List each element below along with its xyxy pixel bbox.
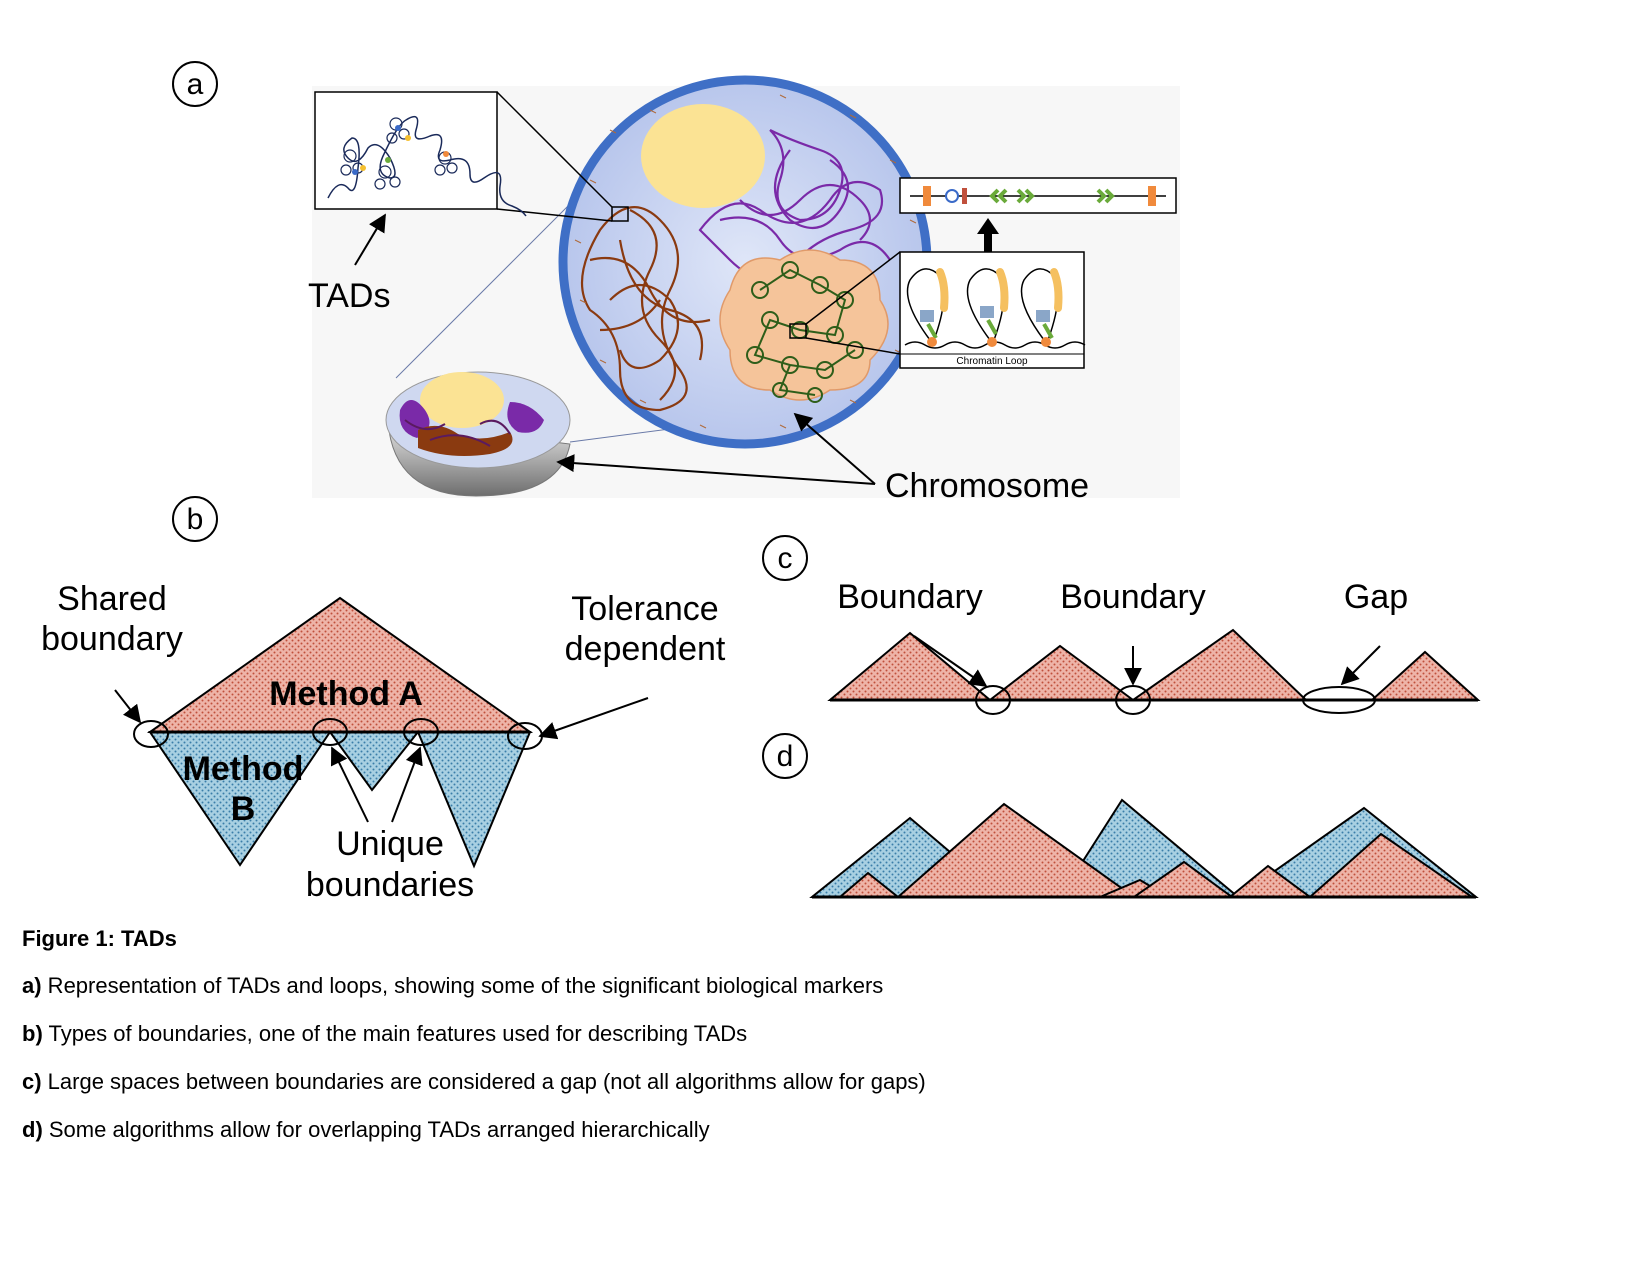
loop-zoom-box (789, 323, 807, 339)
tads-label: TADs (308, 277, 390, 315)
up-arrow (977, 218, 999, 252)
tad-zoom-box (611, 206, 629, 222)
caption-item-c-text: Large spaces between boundaries are cons… (41, 1069, 926, 1094)
panel-c-letter: c (778, 542, 793, 575)
chromatin-loop-label: Chromatin Loop (956, 356, 1028, 367)
shared-boundary-label-line2: boundary (41, 620, 183, 658)
caption-item-b-letter: b) (22, 1021, 43, 1046)
panel-c-tad-3 (1129, 628, 1309, 701)
panel-c-boundary-marker-1 (975, 685, 1011, 715)
tolerance-dependent-label-line2: dependent (565, 630, 726, 668)
caption-item-a: a) Representation of TADs and loops, sho… (22, 973, 883, 999)
caption-item-a-text: Representation of TADs and loops, showin… (41, 973, 884, 998)
panel-c-boundary-marker-2 (1115, 685, 1151, 715)
shared-boundary-label-line1: Shared (57, 580, 167, 618)
tads-arrow (354, 213, 386, 266)
tads-inset (314, 91, 613, 222)
panel-d-letter-badge: d (762, 733, 808, 779)
nucleus (558, 75, 932, 449)
membrane-flecks (574, 94, 922, 429)
caption-item-d-text: Some algorithms allow for overlapping TA… (42, 1117, 710, 1142)
panel-d: d (762, 733, 1479, 899)
method-b-label-line2: B (231, 790, 256, 828)
panel-c: c Boundary Boundary Gap (762, 535, 1481, 715)
chromatin-loop-inset: Chromatin Loop (805, 251, 1086, 369)
unique-arrow-2 (391, 746, 423, 823)
linear-marker-strip (899, 177, 1177, 214)
green-chromatin-territory (719, 249, 889, 403)
brown-chromatin-territory (580, 206, 711, 412)
gap-label: Gap (1344, 578, 1408, 616)
unique-boundaries-label-line1: Unique (336, 825, 444, 863)
panel-c-gap-marker (1302, 686, 1376, 714)
tolerance-dependent-label-line1: Tolerance (571, 590, 718, 628)
caption-item-d: d) Some algorithms allow for overlapping… (22, 1117, 710, 1143)
panel-c-tad-2 (987, 644, 1137, 701)
caption-item-c: c) Large spaces between boundaries are c… (22, 1069, 926, 1095)
panel-c-tad-4 (1369, 650, 1481, 701)
caption-item-b-text: Types of boundaries, one of the main fea… (42, 1021, 748, 1046)
method-b-label-line1: Method (183, 750, 304, 788)
panel-a-letter: a (187, 68, 204, 101)
panel-a: a (172, 61, 1180, 505)
method-a-label: Method A (269, 675, 423, 713)
panel-b-letter: b (187, 503, 204, 536)
panel-c-gap-arrow (1340, 645, 1381, 686)
cell-illustration (385, 371, 571, 497)
shared-boundary-marker (133, 720, 169, 748)
boundary-label-1: Boundary (837, 578, 983, 616)
panel-d-letter: d (777, 740, 794, 773)
tolerance-arrow (538, 697, 649, 740)
panel-a-letter-badge: a (172, 61, 218, 107)
caption-item-d-letter: d) (22, 1117, 43, 1142)
figure-caption-title: Figure 1: TADs (22, 926, 177, 951)
panel-b-letter-badge: b (172, 496, 218, 542)
panel-c-letter-badge: c (762, 535, 808, 581)
unique-boundary-marker-2 (403, 718, 439, 746)
boundary-label-2: Boundary (1060, 578, 1206, 616)
unique-arrow-1 (330, 746, 369, 823)
panel-c-boundary-arrow-1 (913, 635, 988, 688)
chromosome-label: Chromosome (885, 467, 1089, 505)
caption-item-a-letter: a) (22, 973, 42, 998)
caption-item-c-letter: c) (22, 1069, 42, 1094)
panel-c-tad-1 (827, 631, 993, 701)
shared-boundary-arrow (114, 689, 142, 724)
unique-boundary-marker-1 (312, 718, 348, 746)
panel-b: b Shared boundary Tolerance dependent Me… (41, 496, 726, 904)
chromosome-arrow-cell (556, 454, 876, 485)
chromosome-arrow-nucleus (793, 412, 876, 485)
unique-boundaries-label-line2: boundaries (306, 866, 474, 904)
caption-item-b: b) Types of boundaries, one of the main … (22, 1021, 747, 1047)
purple-chromatin-territory (698, 129, 891, 280)
